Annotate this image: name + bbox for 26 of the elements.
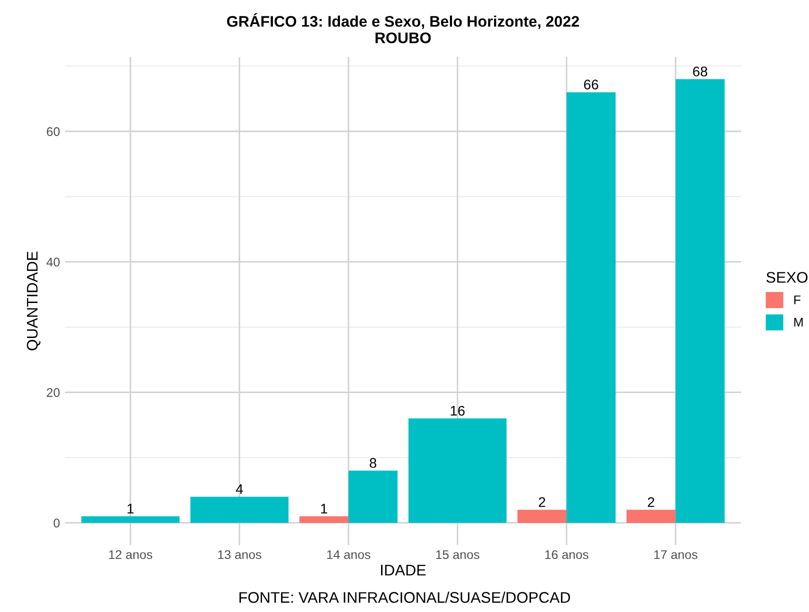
data-label: 1 bbox=[128, 504, 134, 514]
y-tick-label: 0 bbox=[54, 518, 60, 528]
data-label: 16 bbox=[450, 406, 465, 416]
data-label: 8 bbox=[370, 458, 376, 468]
x-tick-label: 14 anos bbox=[327, 550, 370, 560]
source-note: FONTE: VARA INFRACIONAL/SUASE/DOPCAD bbox=[240, 592, 570, 603]
x-tick-label: 16 anos bbox=[545, 550, 588, 560]
data-label: 2 bbox=[648, 497, 654, 507]
data-label: 4 bbox=[236, 484, 243, 494]
x-tick-label: 12 anos bbox=[109, 550, 152, 560]
chart-title: GRÁFICO 13: Idade e Sexo, Belo Horizonte, 2022 ROUBO bbox=[227, 13, 579, 44]
x-tick-label: 13 anos bbox=[218, 550, 262, 560]
x-tick-label: 17 anos bbox=[654, 550, 698, 560]
y-tick-label: 40 bbox=[46, 258, 60, 267]
y-axis-title: QUANTIDADE bbox=[26, 252, 40, 350]
x-axis-title: IDADE bbox=[381, 564, 426, 576]
data-label: 1 bbox=[321, 504, 328, 514]
data-label: 2 bbox=[538, 497, 546, 507]
legend-label: M bbox=[794, 318, 803, 326]
legend-title: SEXO bbox=[766, 272, 808, 283]
y-tick-label: 60 bbox=[46, 127, 60, 136]
legend-label: F bbox=[794, 296, 800, 304]
data-label: 68 bbox=[693, 66, 708, 76]
x-tick-label: 15 anos bbox=[436, 550, 480, 560]
y-tick-label: 20 bbox=[46, 388, 60, 397]
data-label: 66 bbox=[584, 80, 598, 90]
